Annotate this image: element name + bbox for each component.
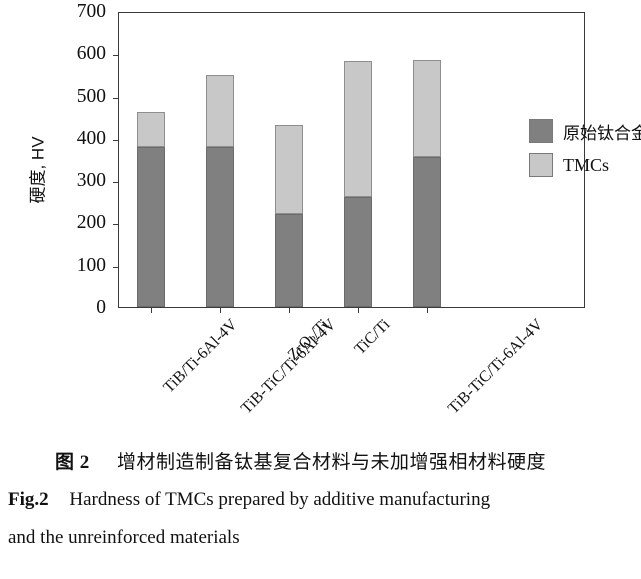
caption-cn-tag: 图 2 [55, 452, 90, 473]
y-tick-600: 600 [76, 43, 106, 65]
legend-item-alloy: 原始钛合金 [529, 117, 641, 145]
bar-segment-alloy-1 [206, 147, 234, 307]
x-label-3-text: TiC/Ti [351, 316, 394, 359]
legend-label-alloy: 原始钛合金 [563, 123, 641, 143]
y-axis-tick-labels: 700 600 500 400 300 200 100 0 [0, 0, 118, 330]
x-label-3: TiC/Ti [351, 316, 394, 359]
x-label-4-text: TiB-TiC/Ti-6Al-4V [444, 316, 547, 418]
bar-segment-alloy-4 [413, 157, 441, 307]
bar-segment-alloy-0 [137, 147, 165, 307]
bar-group-1 [206, 13, 234, 313]
bar-segment-tmcs-1 [206, 74, 234, 148]
y-axis-title-text: 硬度, HV [28, 136, 48, 204]
bar-segment-tmcs-3 [344, 61, 372, 197]
caption-chinese: 图 2 增材制造制备钛基复合材料与未加增强相材料硬度 [55, 453, 546, 472]
legend-swatch-tmcs-icon [529, 153, 553, 177]
x-label-4: TiB-TiC/Ti-6Al-4V [445, 316, 547, 418]
plot-area: 原始钛合金 TMCs [113, 12, 641, 313]
caption-cn-text: 增材制造制备钛基复合材料与未加增强相材料硬度 [117, 452, 547, 473]
y-axis-title: 硬度, HV [22, 105, 50, 235]
legend-item-tmcs: TMCs [529, 151, 641, 179]
caption-english-line2: and the unreinforced materials [8, 528, 240, 547]
caption-en-text1: Hardness of TMCs prepared by additive ma… [69, 489, 491, 510]
y-tick-mark-300 [113, 182, 119, 184]
bar-group-0 [137, 13, 165, 313]
bar-group-2 [275, 13, 303, 313]
y-tick-400: 400 [76, 127, 106, 149]
x-label-0-text: TiB/Ti-6Al-4V [160, 316, 241, 397]
x-tick-mark-0 [151, 307, 152, 313]
y-tick-500: 500 [76, 85, 106, 107]
y-tick-200: 200 [76, 212, 106, 234]
x-axis-tick-labels: TiB/Ti-6Al-4V TiB-TiC/Ti-6Al-4V ZrO2/Ti … [0, 308, 641, 438]
bar-segment-alloy-2 [275, 214, 303, 307]
bar-segment-tmcs-4 [413, 60, 441, 158]
bar-group-4 [413, 13, 441, 313]
chart-legend: 原始钛合金 TMCs [529, 117, 641, 185]
y-tick-mark-100 [113, 266, 119, 268]
caption-en-tag: Fig.2 [8, 489, 49, 510]
bar-segment-tmcs-2 [275, 125, 303, 215]
bar-group-3 [344, 13, 372, 313]
figure-chart: 700 600 500 400 300 200 100 0 硬度, HV [0, 0, 641, 438]
y-tick-0: 0 [96, 297, 106, 318]
caption-english-line1: Fig.2 Hardness of TMCs prepared by addit… [8, 490, 490, 509]
y-tick-100: 100 [76, 254, 106, 276]
y-tick-mark-400 [113, 139, 119, 141]
figure-caption: 图 2 增材制造制备钛基复合材料与未加增强相材料硬度 Fig.2 Hardnes… [0, 440, 641, 579]
y-tick-700: 700 [76, 1, 106, 22]
x-label-0: TiB/Ti-6Al-4V [160, 316, 241, 397]
bar-segment-tmcs-0 [137, 111, 165, 148]
legend-label-tmcs: TMCs [563, 154, 610, 175]
x-tick-mark-1 [220, 307, 221, 313]
bar-segment-alloy-3 [344, 196, 372, 307]
legend-swatch-alloy-icon [529, 119, 553, 143]
x-tick-mark-2 [289, 307, 290, 313]
y-tick-mark-500 [113, 97, 119, 99]
caption-en-text2: and the unreinforced materials [8, 527, 240, 548]
x-tick-mark-4 [427, 307, 428, 313]
y-tick-300: 300 [76, 170, 106, 192]
x-tick-mark-3 [358, 307, 359, 313]
y-tick-mark-200 [113, 224, 119, 226]
y-tick-mark-600 [113, 55, 119, 57]
